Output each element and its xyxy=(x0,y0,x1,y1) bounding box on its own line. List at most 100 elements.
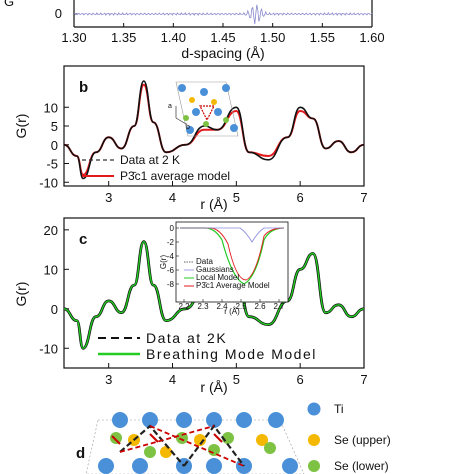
legend-se-upper-swatch xyxy=(308,434,320,446)
top-xtick-label: 1.50 xyxy=(260,30,285,45)
top-y-label-fragment: G xyxy=(4,0,14,9)
inset-xtick-label: 2.5 xyxy=(235,302,247,311)
panel-b-label: b xyxy=(79,79,88,96)
ti-atom xyxy=(178,84,186,92)
panel-c-ticks: 3 4 5 6 7 20 10 0 -10 xyxy=(39,223,367,387)
panel-d-atoms xyxy=(98,412,298,474)
panel-b: b G(r) r (Å) 3 4 5 6 7 10 5 0 -5 -10 a b xyxy=(13,65,368,212)
inset-legend-average: P3̄c1 Average Model xyxy=(196,281,270,290)
legend-c-data-label: Data at 2K xyxy=(146,330,227,346)
ytick-label: 20 xyxy=(44,223,58,238)
top-x-ticks: 1.30 1.35 1.40 1.45 1.50 1.55 1.60 xyxy=(61,23,385,45)
ytick-label: 5 xyxy=(51,119,58,134)
panel-c-label: c xyxy=(79,231,87,248)
inset-ytick-label: 0 xyxy=(170,224,175,233)
panel-c-inset: 2.2 2.3 2.4 2.5 2.6 2.7 0 -2 -4 -6 -8 G(r) r (Å) D… xyxy=(159,221,289,316)
top-xtick-label: 1.40 xyxy=(161,30,186,45)
ti-atom xyxy=(230,124,238,132)
se-lower-atom xyxy=(183,115,189,121)
ytick-label: -10 xyxy=(39,175,58,190)
se-lower-atom xyxy=(264,442,276,454)
inset-xtick-label: 2.6 xyxy=(254,302,266,311)
ti-atom xyxy=(176,412,192,428)
panel-b-frame xyxy=(63,65,365,187)
ti-atom xyxy=(206,412,222,428)
inset-legend: Data Gaussians Local Model P3̄c1 Average… xyxy=(184,257,270,290)
ti-atom xyxy=(132,458,148,474)
panel-c-legend: Data at 2K Breathing Mode Model xyxy=(98,330,317,362)
top-x-axis-label: d-spacing (Å) xyxy=(181,45,264,61)
inset-xtick-label: 2.3 xyxy=(197,302,209,311)
panel-d-label: d xyxy=(76,445,85,462)
xtick-label: 7 xyxy=(360,190,367,205)
se-upper-atom xyxy=(194,434,206,446)
inset-ylabel: G(r) xyxy=(159,255,168,270)
xtick-label: 7 xyxy=(360,372,367,387)
inset-triangle xyxy=(199,105,215,122)
ti-atom xyxy=(112,412,128,428)
xtick-label: 5 xyxy=(233,190,240,205)
panel-d: d Ti Se (upper) Se (lower) xyxy=(76,402,391,474)
displacement-arrow xyxy=(149,433,159,443)
axis-arrow-b xyxy=(175,117,187,125)
inset-ytick-label: -4 xyxy=(167,252,175,261)
legend-ti-label: Ti xyxy=(334,402,344,416)
top-ytick-0: 0 xyxy=(55,6,62,21)
ytick-label: 0 xyxy=(51,138,58,153)
inset-frame xyxy=(175,221,289,303)
inset-ticks: 2.2 2.3 2.4 2.5 2.6 2.7 0 -2 -4 -6 -8 xyxy=(167,224,285,311)
ti-atom xyxy=(186,126,194,134)
ti-atom xyxy=(236,412,252,428)
inset-local-model xyxy=(180,227,285,285)
ti-atom xyxy=(200,88,208,96)
legend-se-upper-label: Se (upper) xyxy=(334,433,391,447)
se-lower-atom xyxy=(110,432,122,444)
ytick-label: -10 xyxy=(39,341,58,356)
ti-atom xyxy=(142,412,158,428)
ti-atom xyxy=(192,108,200,116)
legend-c-model-label: Breathing Mode Model xyxy=(146,346,317,362)
xtick-label: 5 xyxy=(233,372,240,387)
inset-ytick-label: -8 xyxy=(167,280,175,289)
inset-legend-local: Local Model xyxy=(196,273,239,282)
panel-b-data-line xyxy=(63,80,365,180)
xtick-label: 4 xyxy=(169,372,176,387)
inset-xtick-label: 2.4 xyxy=(216,302,228,311)
se-upper-atom xyxy=(211,99,217,105)
legend-se-lower-swatch xyxy=(308,460,320,472)
se-upper-atom xyxy=(256,434,268,446)
ti-atom xyxy=(282,458,298,474)
se-upper-atom xyxy=(189,97,195,103)
ti-atom xyxy=(206,458,222,474)
panel-c-ylabel: G(r) xyxy=(13,282,29,307)
inset-xtick-label: 2.2 xyxy=(178,302,190,311)
top-xtick-label: 1.60 xyxy=(359,30,384,45)
inset-ytick-label: -2 xyxy=(167,238,175,247)
ytick-label: 0 xyxy=(51,302,58,317)
top-xtick-label: 1.35 xyxy=(111,30,136,45)
axis-label-b: b xyxy=(186,124,190,131)
ti-atom xyxy=(268,412,284,428)
panel-b-crystal-inset: a b xyxy=(168,81,239,137)
xtick-label: 3 xyxy=(105,190,112,205)
inset-gaussians xyxy=(180,227,284,243)
inset-legend-gaussians: Gaussians xyxy=(196,265,234,274)
inset-ytick-label: -6 xyxy=(167,266,175,275)
ti-atom xyxy=(98,458,114,474)
legend-se-lower-label: Se (lower) xyxy=(334,459,389,473)
distortion-line xyxy=(119,425,215,453)
displacement-arrow xyxy=(213,433,223,443)
top-xtick-label: 1.55 xyxy=(310,30,335,45)
panel-c-xlabel: r (Å) xyxy=(200,379,227,395)
inset-average-model xyxy=(180,227,285,281)
axis-label-a: a xyxy=(168,103,172,110)
se-upper-atom xyxy=(160,446,172,458)
ytick-label: 10 xyxy=(44,100,58,115)
se-lower-atom xyxy=(176,432,188,444)
ti-atom xyxy=(214,108,222,116)
inset-xtick-label: 2.7 xyxy=(273,302,285,311)
ytick-label: 10 xyxy=(44,262,58,277)
inset-xlabel: r (Å) xyxy=(224,307,240,316)
